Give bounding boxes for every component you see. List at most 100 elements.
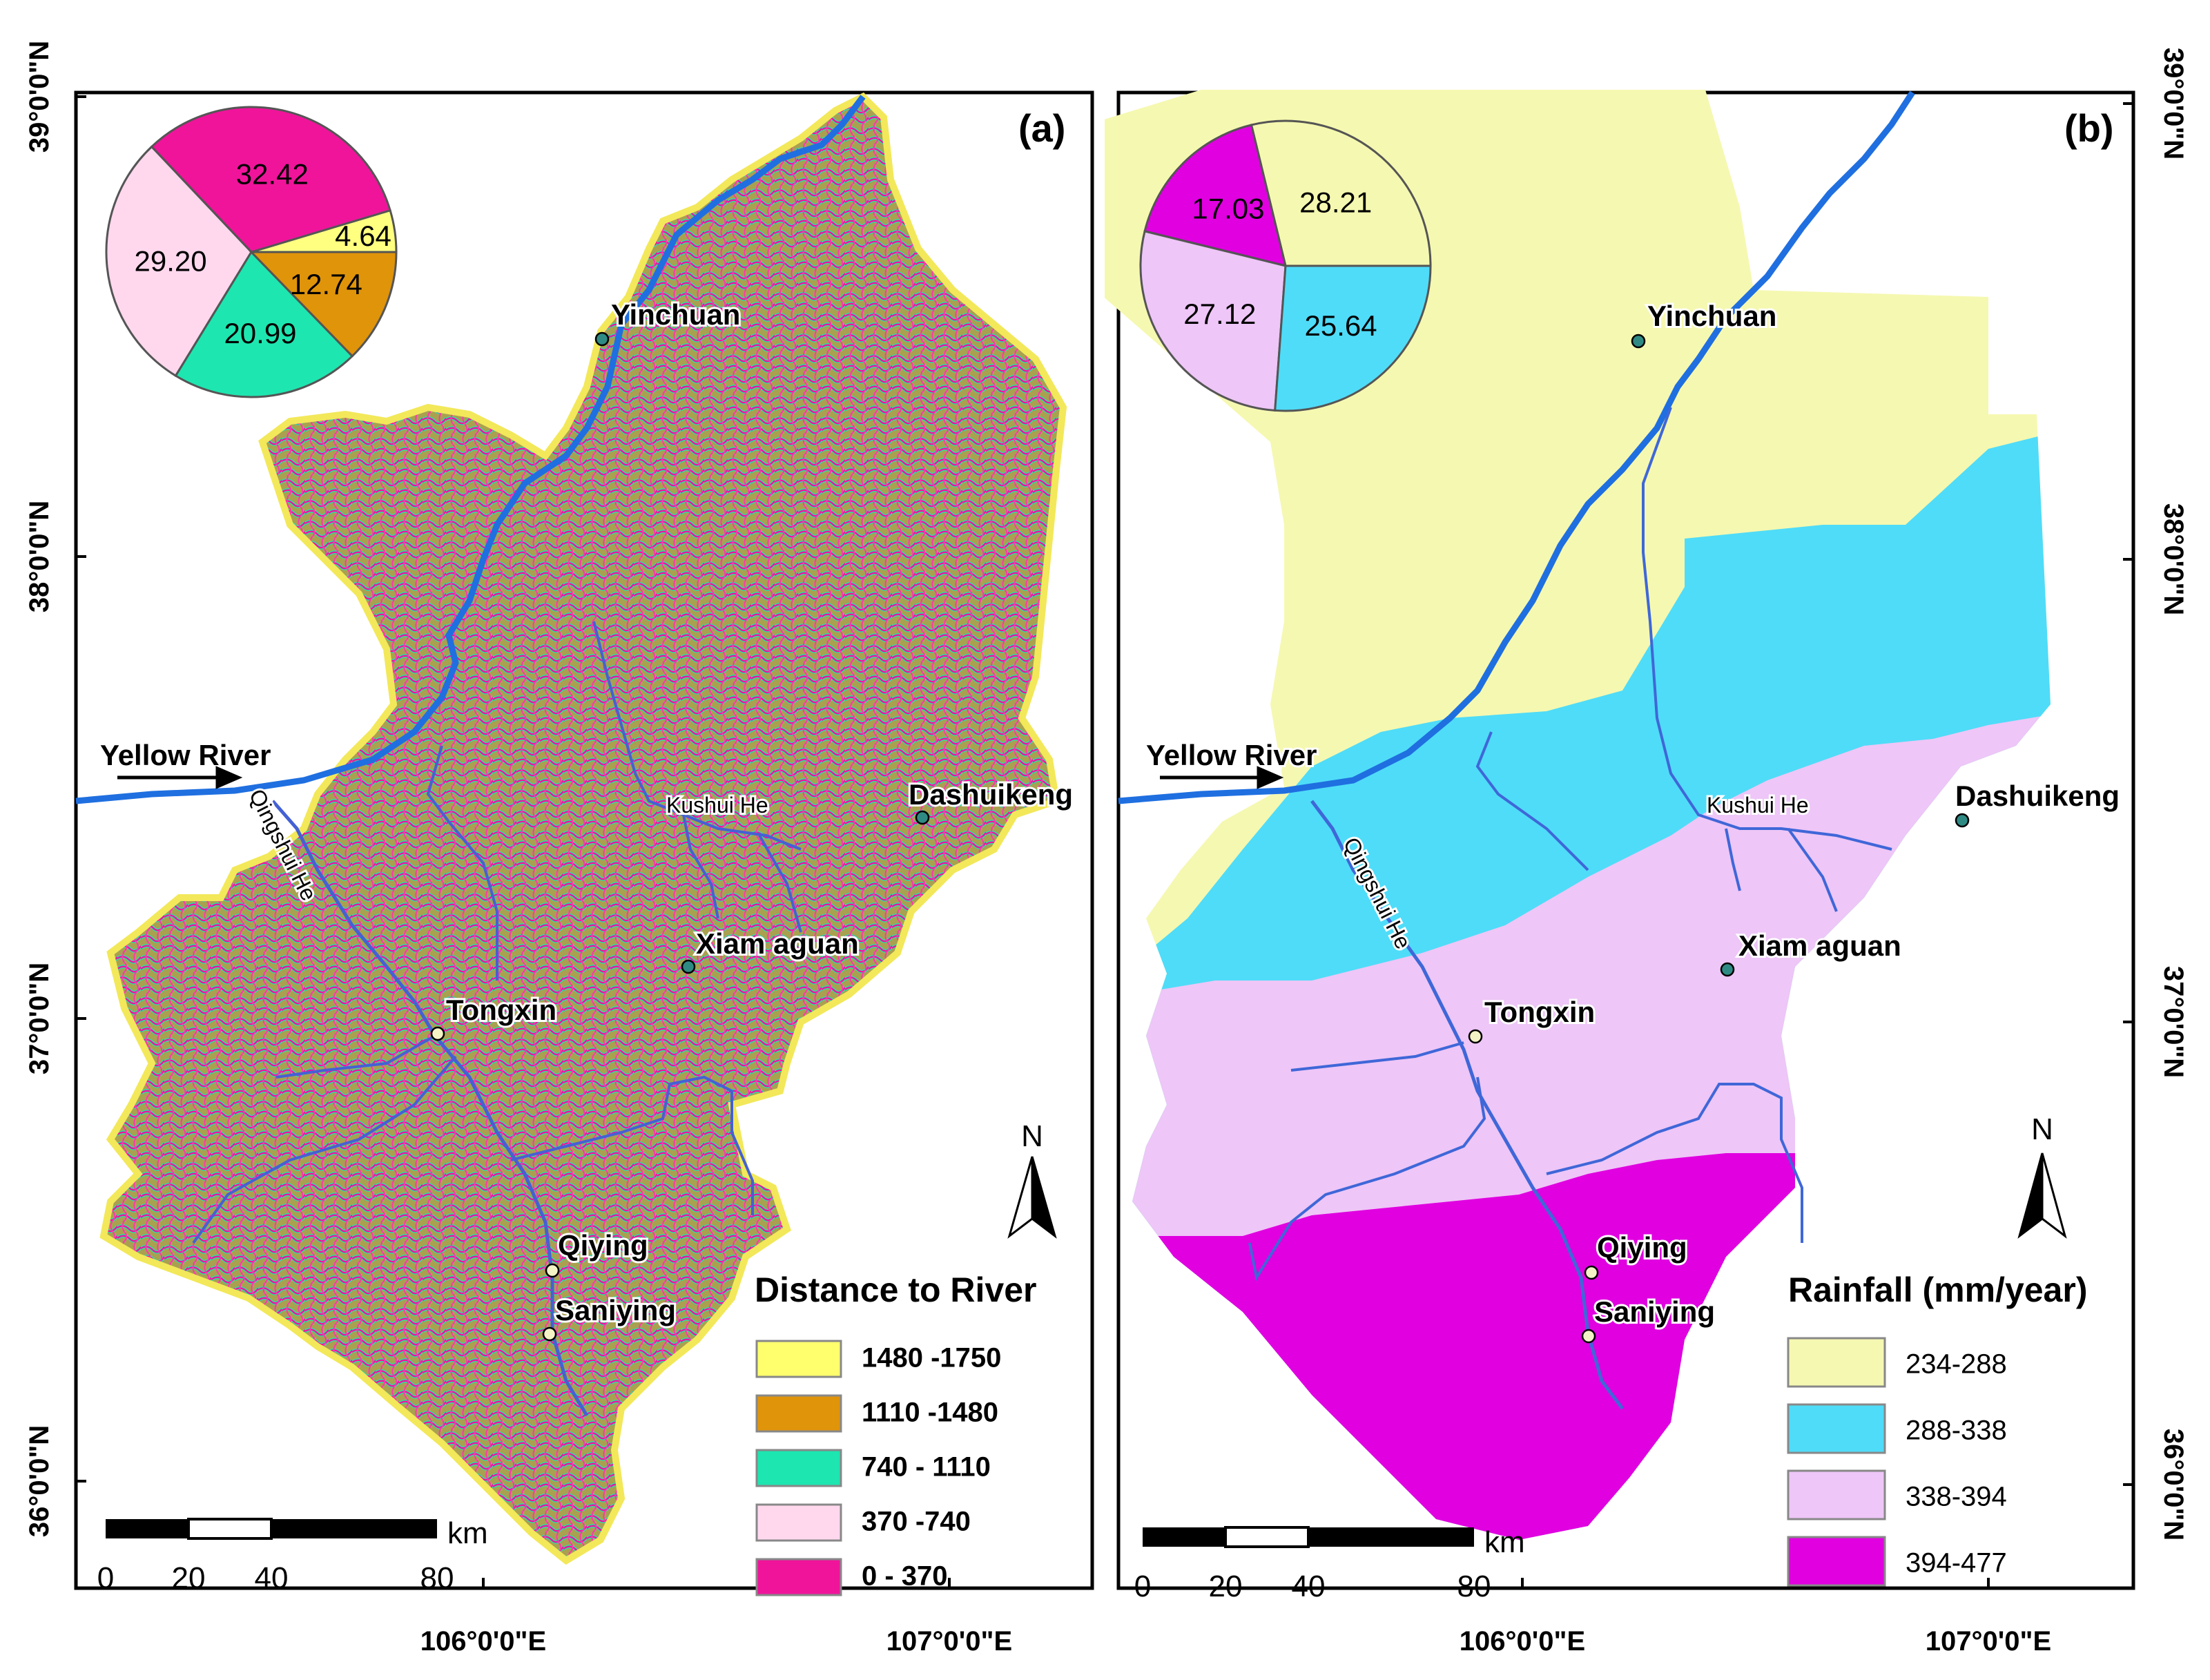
city-marker-qiying-a (545, 1263, 560, 1278)
lon-labels: 106°0'0"E 107°0'0"E 106°0'0"E 107°0'0"E (420, 1626, 2051, 1657)
city-marker-yinchuan-a (594, 331, 610, 347)
panel-a-tag: (a) (1018, 106, 1065, 150)
legend-b: Rainfall (mm/year) 234-288 288-338 338-394… (1787, 1271, 2087, 1587)
panel-b-rivers (1118, 90, 1915, 1410)
north-arrow-b: N (2017, 1112, 2067, 1239)
panel-a-rivers (75, 95, 866, 1417)
legend-b-title: Rainfall (mm/year) (1788, 1271, 2087, 1309)
label-yellow-river-b: Yellow River (1146, 739, 1317, 771)
scale-bar-b: km 0 20 40 80 (1134, 1525, 1525, 1603)
legend-b-swatch-2 (1787, 1469, 1886, 1520)
panel-a-basin (99, 92, 1067, 1565)
tributary-a-2 (192, 1055, 457, 1244)
north-label-a: N (1021, 1119, 1043, 1153)
scale-tick-a-20: 20 (172, 1561, 206, 1595)
legend-a-label-1: 1110 -1480 (862, 1397, 998, 1427)
tributary-a-5 (682, 814, 719, 919)
legend-a-swatch-3 (755, 1503, 842, 1542)
legend-b-swatch-0 (1787, 1337, 1886, 1388)
lat-label-right-37: 37°0'0"N (2158, 966, 2189, 1078)
city-marker-saniying-b (1581, 1329, 1596, 1344)
north-arrow-a-right (1031, 1156, 1057, 1239)
label-xiamaguan-a: Xiam aguan (696, 927, 859, 960)
tributary-b-4 (1475, 731, 1589, 871)
tributary-a-6 (758, 835, 802, 933)
scale-seg-a-1 (106, 1519, 188, 1538)
legend-a-swatch-4 (755, 1558, 842, 1596)
lat-labels-right: 39°0'0"N 38°0'0"N 37°0'0"N 36°0'0"N (2158, 48, 2189, 1541)
lat-label-left-39: 39°0'0"N (24, 41, 55, 153)
scale-tick-b-20: 20 (1209, 1570, 1243, 1603)
city-marker-tongxin-a (430, 1026, 445, 1041)
lat-labels-left: 39°0'0"N 38°0'0"N 37°0'0"N 36°0'0"N (24, 41, 55, 1537)
city-marker-dashuikeng-a (915, 810, 930, 825)
pie-a-slice-label-1: 32.42 (236, 157, 309, 190)
lat-label-right-38: 38°0'0"N (2158, 503, 2189, 615)
legend-b-swatch-1 (1787, 1403, 1886, 1454)
city-marker-xiamaguan-a (681, 959, 696, 974)
graticule-ticks (76, 95, 2133, 1588)
pie-a-slice-4 (249, 251, 398, 358)
tributary-b-3 (1546, 1083, 1803, 1243)
city-marker-saniying-a (542, 1326, 557, 1342)
north-arrow-b-right (2041, 1152, 2067, 1239)
tributary-b-2 (1248, 1076, 1486, 1282)
label-yinchuan-b: Yinchuan (1647, 300, 1776, 332)
legend-a-swatch-1 (755, 1394, 842, 1433)
legend-a-title: Distance to River (755, 1271, 1036, 1309)
city-marker-xiamaguan-b (1720, 962, 1735, 977)
cities-a (430, 331, 930, 1342)
scale-seg-b-3 (1308, 1527, 1474, 1547)
legend-b-swatch-3 (1787, 1536, 1886, 1587)
scale-bar-a: km 0 20 40 80 (97, 1516, 488, 1595)
tributary-b-5 (1725, 828, 1741, 891)
tributary-b-6 (1787, 827, 1838, 912)
pie-a-slice-1 (150, 106, 392, 253)
lat-label-left-37: 37°0'0"N (24, 963, 55, 1074)
legend-a-swatch-2 (755, 1449, 842, 1487)
flow-arrow-a-head (215, 766, 243, 789)
lon-label-b-106: 106°0'0"E (1460, 1626, 1585, 1657)
pie-b-slice-2 (1139, 230, 1287, 412)
label-yinchuan-a: Yinchuan (611, 298, 740, 331)
pie-b-slice-1 (1143, 124, 1288, 268)
pie-b-slice-3 (1274, 264, 1432, 412)
lon-label-a-106: 106°0'0"E (420, 1626, 546, 1657)
qingshui-he-a (271, 800, 589, 1417)
scale-seg-a-2 (187, 1518, 273, 1540)
tributary-b-1 (1290, 1041, 1464, 1072)
scale-unit-b: km (1484, 1525, 1525, 1559)
pie-b-slice-label-2: 27.12 (1183, 298, 1256, 330)
north-arrow-a: N (1007, 1119, 1057, 1239)
north-label-b: N (2031, 1112, 2053, 1146)
lat-label-right-36: 36°0'0"N (2158, 1429, 2189, 1541)
pie-b-slice-label-0: 28.21 (1299, 186, 1372, 219)
legend-b-label-3: 394-477 (1906, 1547, 2007, 1578)
kushui-he-a (592, 621, 802, 851)
pie-a-slice-label-2: 29.20 (134, 244, 206, 277)
legend-a-label-3: 370 -740 (862, 1506, 971, 1536)
scale-tick-a-80: 80 (420, 1561, 454, 1595)
legend-b-label-0: 234-288 (1906, 1349, 2007, 1379)
label-yellow-river-a: Yellow River (100, 739, 271, 771)
city-marker-qiying-b (1584, 1265, 1599, 1280)
city-marker-tongxin-b (1468, 1029, 1483, 1044)
legend-a-label-0: 1480 -1750 (862, 1342, 1001, 1373)
yellow-river-a (75, 95, 866, 804)
lat-label-left-38: 38°0'0"N (24, 501, 55, 612)
pie-a-slice-2 (105, 145, 253, 378)
lat-label-right-39: 39°0'0"N (2158, 48, 2189, 160)
panel-a (74, 90, 1094, 1590)
label-dashuikeng-a: Dashuikeng (909, 778, 1073, 811)
scale-seg-b-1 (1143, 1527, 1225, 1547)
scale-seg-a-3 (271, 1519, 437, 1538)
pie-b-slice-label-3: 25.64 (1305, 309, 1377, 342)
lat-label-left-36: 36°0'0"N (24, 1425, 55, 1537)
scale-tick-a-0: 0 (97, 1561, 114, 1595)
pie-chart-b: 28.21 17.03 27.12 25.64 (1139, 119, 1432, 412)
yellow-river-b (1118, 90, 1915, 804)
label-saniying-b: Saniying (1594, 1295, 1715, 1328)
tributary-a-3 (510, 1075, 754, 1215)
pie-a-slice-label-4: 12.74 (290, 268, 362, 300)
